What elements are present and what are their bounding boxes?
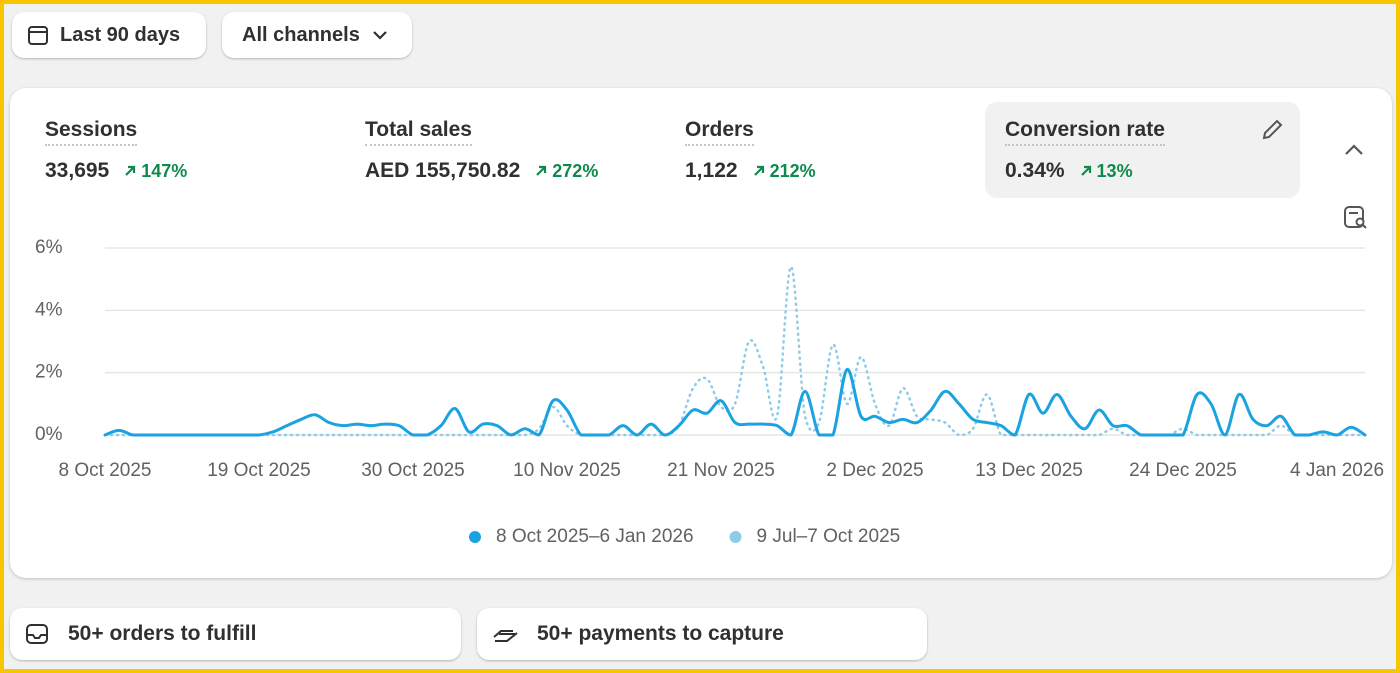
x-tick-label: 4 Jan 2026: [1290, 460, 1384, 481]
x-tick-label: 8 Oct 2025: [59, 460, 152, 481]
x-tick-label: 2 Dec 2025: [826, 460, 923, 481]
metric-value: 1,122: [685, 159, 738, 182]
x-tick-label: 19 Oct 2025: [207, 460, 311, 481]
up-arrow: [1080, 165, 1091, 176]
metric-value-row: 1,122 212%: [685, 159, 816, 183]
collapse-icon[interactable]: [1340, 138, 1368, 162]
date-filter-label: Last 90 days: [60, 23, 181, 46]
metric-value-row: AED 155,750.82 272%: [365, 159, 598, 183]
metric-change-value: 272%: [552, 160, 599, 181]
inbox-icon: [26, 624, 48, 644]
metric-label: Sessions: [45, 118, 138, 146]
metric-value: 33,695: [45, 159, 110, 182]
edit-icon[interactable]: [1258, 116, 1286, 144]
series-line: [103, 265, 1367, 437]
task-payments[interactable]: 50+ payments to capture: [477, 608, 927, 660]
metric[interactable]: Total sales AED 155,750.82 272%: [345, 102, 660, 198]
series-line: [103, 368, 1367, 437]
x-tick-label: 21 Nov 2025: [667, 460, 775, 481]
metric-value: AED 155,750.82: [365, 159, 521, 182]
metric-label: Orders: [685, 118, 754, 146]
task-label: 50+ orders to fulfill: [68, 622, 257, 645]
channel-filter[interactable]: All channels: [222, 12, 412, 58]
date-filter[interactable]: Last 90 days: [12, 12, 206, 58]
metric[interactable]: Conversion rate 0.34% 13%: [985, 102, 1300, 198]
y-tick-label: 6%: [35, 237, 63, 258]
metric-change: 212%: [752, 161, 816, 182]
y-tick-label: 2%: [35, 362, 63, 383]
x-tick-label: 10 Nov 2025: [513, 460, 621, 481]
up-arrow: [753, 165, 764, 176]
legend-swatch: [469, 531, 481, 543]
calendar-icon: [28, 26, 48, 45]
metric-value: 0.34%: [1005, 159, 1065, 182]
x-tick-label: 13 Dec 2025: [975, 460, 1083, 481]
metric[interactable]: Sessions 33,695 147%: [25, 102, 340, 198]
channel-filter-label: All channels: [242, 23, 360, 46]
legend-label: 8 Oct 2025–6 Jan 2026: [496, 526, 694, 547]
metric-label: Total sales: [365, 118, 472, 146]
chart-settings-icon[interactable]: [1342, 204, 1370, 232]
metric-label: Conversion rate: [1005, 118, 1165, 146]
y-tick-label: 0%: [35, 424, 63, 445]
up-arrow: [125, 165, 136, 176]
metric-change-value: 13%: [1096, 160, 1133, 181]
payment-icon: [493, 630, 518, 642]
task-fulfill[interactable]: 50+ orders to fulfill: [10, 608, 461, 660]
y-tick-label: 4%: [35, 299, 63, 320]
x-tick-label: 24 Dec 2025: [1129, 460, 1237, 481]
metric-value-row: 0.34% 13%: [1005, 159, 1133, 183]
metric-change-value: 147%: [141, 160, 188, 181]
metric-value-row: 33,695 147%: [45, 159, 187, 183]
legend-label: 9 Jul–7 Oct 2025: [757, 526, 901, 547]
legend-swatch: [729, 531, 742, 543]
metric-change-value: 212%: [769, 160, 816, 181]
task-label: 50+ payments to capture: [537, 622, 784, 645]
metric[interactable]: Orders 1,122 212%: [665, 102, 980, 198]
metric-change: 272%: [534, 161, 598, 182]
metric-change: 13%: [1079, 161, 1133, 182]
x-tick-label: 30 Oct 2025: [361, 460, 465, 481]
up-arrow: [536, 165, 547, 176]
chevron-down: [373, 31, 387, 40]
metric-change: 147%: [123, 161, 187, 182]
